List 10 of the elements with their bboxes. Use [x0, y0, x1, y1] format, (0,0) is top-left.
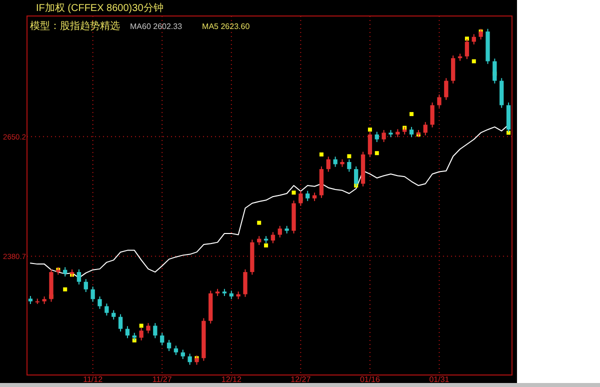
x-tick-label: 11/27: [152, 375, 172, 384]
chart-title: IF加权 (CFFEX 8600)30分钟: [36, 2, 164, 14]
x-tick-label: 12/12: [221, 375, 242, 384]
x-tick-label: 01/16: [360, 375, 381, 384]
x-tick-label: 12/27: [290, 375, 312, 384]
annotation: MA60 2602.33: [130, 22, 183, 31]
x-tick-label: 11/12: [83, 375, 104, 384]
x-tick-label: 01/31: [429, 375, 450, 384]
text: 模型：股指趋势精选: [30, 20, 120, 32]
annotation: MA5 2623.60: [202, 22, 250, 31]
